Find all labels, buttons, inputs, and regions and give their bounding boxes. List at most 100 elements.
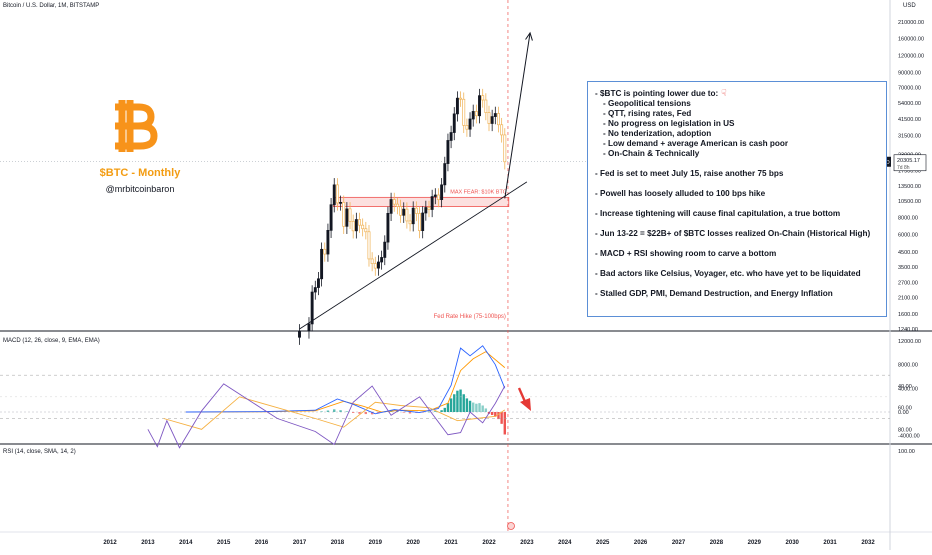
candle-body bbox=[468, 118, 472, 130]
time-tick-label: 2029 bbox=[748, 540, 762, 546]
candle-body bbox=[392, 199, 396, 205]
macd-hist-bar bbox=[449, 398, 453, 412]
macd-hist-bar bbox=[443, 407, 446, 412]
price-tick-label: 31500.00 bbox=[898, 133, 921, 139]
reason-item: - QTT, rising rates, Fed bbox=[603, 109, 692, 118]
price-tick-label: 1600.00 bbox=[898, 312, 918, 318]
macd-tick-label: 0.00 bbox=[898, 410, 909, 416]
reason-item: - No progress on legislation in US bbox=[603, 119, 735, 128]
macd-hist-bar bbox=[459, 389, 462, 412]
candle-body bbox=[402, 208, 406, 216]
price-tick-label: 41500.00 bbox=[898, 117, 921, 123]
candle-body bbox=[399, 206, 403, 216]
brand-handle: @mrbitcoinbaron bbox=[105, 184, 175, 194]
candle-body bbox=[459, 97, 463, 100]
macd-hist-bar bbox=[503, 412, 506, 435]
macd-hist-bar bbox=[326, 410, 330, 412]
candle-body bbox=[313, 287, 317, 293]
price-tick-label: 3500.00 bbox=[898, 265, 918, 271]
time-tick-label: 2025 bbox=[596, 540, 610, 546]
price-tick-label: 17500.00 bbox=[898, 169, 921, 175]
candle-body bbox=[364, 228, 368, 233]
candle-body bbox=[323, 248, 327, 255]
time-tick-label: 2023 bbox=[520, 540, 534, 546]
projection-arrow bbox=[504, 32, 531, 199]
macd-hist-bar bbox=[472, 402, 475, 412]
candle-body bbox=[316, 278, 320, 288]
macd-hist-bar bbox=[358, 412, 361, 414]
candle-body bbox=[354, 219, 358, 232]
candle-body bbox=[414, 207, 418, 214]
candle-body bbox=[418, 213, 421, 231]
pointing-down-icon: ☟ bbox=[721, 88, 727, 98]
price-tick-label: 70000.00 bbox=[898, 86, 921, 92]
macd-hist-bar bbox=[333, 409, 336, 412]
candle-body bbox=[411, 207, 415, 225]
candle-body bbox=[437, 194, 440, 200]
last-price-badge bbox=[893, 154, 927, 172]
note-item: - Jun 13-22 = $22B+ of $BTC losses reali… bbox=[595, 229, 871, 238]
macd-hist-bar bbox=[468, 400, 472, 412]
candle-body bbox=[335, 184, 339, 204]
macd-hist-bar bbox=[465, 398, 469, 412]
time-tick-label: 2030 bbox=[786, 540, 800, 546]
candle-body bbox=[329, 204, 333, 231]
bitcoin-logo-path bbox=[115, 100, 158, 152]
candle-body bbox=[462, 98, 466, 126]
macd-tick-label: 8000.00 bbox=[898, 363, 918, 369]
candle-body bbox=[389, 199, 393, 214]
note-heading: - $BTC is pointing lower due to: ☟ bbox=[595, 88, 879, 99]
candle-body bbox=[370, 258, 374, 264]
trendline bbox=[299, 31, 533, 330]
macd-hist-bar bbox=[484, 408, 488, 412]
candle-body bbox=[408, 220, 412, 225]
macd-hist-bar bbox=[462, 394, 465, 412]
candle-body bbox=[433, 194, 437, 197]
candle-body bbox=[503, 134, 507, 163]
macd-down-arrow-head bbox=[520, 398, 531, 411]
macd-hist-bar bbox=[370, 412, 374, 415]
candle-body bbox=[427, 207, 431, 210]
candle-body bbox=[500, 124, 504, 136]
candle-body bbox=[484, 99, 488, 113]
candle-body bbox=[490, 116, 494, 124]
price-tick-label: 13500.00 bbox=[898, 184, 921, 190]
candle-body bbox=[298, 330, 301, 338]
candle-body bbox=[430, 196, 434, 210]
rsi-pane bbox=[0, 374, 890, 530]
candle-body bbox=[455, 97, 459, 115]
macd-hist-bar bbox=[446, 403, 450, 412]
max-fear-label: MAX FEAR: $10K BTC bbox=[450, 189, 507, 195]
time-tick-label: 2019 bbox=[369, 540, 383, 546]
reason-item: - Low demand + average American is cash … bbox=[603, 139, 789, 148]
macd-tick-label: 4000.00 bbox=[898, 386, 918, 392]
price-candles: Fed Rate Hike (75-100bps) bbox=[298, 88, 507, 345]
candle-body bbox=[449, 132, 453, 141]
price-tick-label: 2100.00 bbox=[898, 295, 918, 301]
time-tick-label: 2013 bbox=[141, 540, 155, 546]
candle-body bbox=[358, 219, 361, 226]
time-tick-label: 2017 bbox=[293, 540, 307, 546]
time-tick-label: 2032 bbox=[861, 540, 875, 546]
macd-hist-bar bbox=[453, 394, 456, 412]
time-tick-label: 2016 bbox=[255, 540, 269, 546]
rsi-marker bbox=[507, 522, 515, 530]
note-item: - Increase tightening will cause final c… bbox=[595, 209, 841, 218]
note-item: - Powell has loosely alluded to 100 bps … bbox=[595, 189, 766, 198]
rsi-tick-label: 100.00 bbox=[898, 449, 915, 455]
reason-list: - Geopolitical tensions - QTT, rising ra… bbox=[595, 99, 879, 159]
time-tick-label: 2015 bbox=[217, 540, 231, 546]
time-tick-label: 2031 bbox=[823, 540, 837, 546]
rsi-tick-label: 80.00 bbox=[898, 427, 912, 433]
note-item: - Bad actors like Celsius, Voyager, etc.… bbox=[595, 269, 861, 278]
candle-body bbox=[345, 208, 349, 227]
candle-body bbox=[452, 113, 456, 133]
price-tick-label: 120000.00 bbox=[898, 53, 924, 59]
macd-line bbox=[185, 345, 506, 415]
price-tick-label: 2700.00 bbox=[898, 280, 918, 286]
note-item: - MACD + RSI showing room to carve a bot… bbox=[595, 249, 777, 258]
candle-body bbox=[395, 203, 399, 207]
candle-body bbox=[386, 213, 390, 243]
price-tick-label: 10500.00 bbox=[898, 199, 921, 205]
